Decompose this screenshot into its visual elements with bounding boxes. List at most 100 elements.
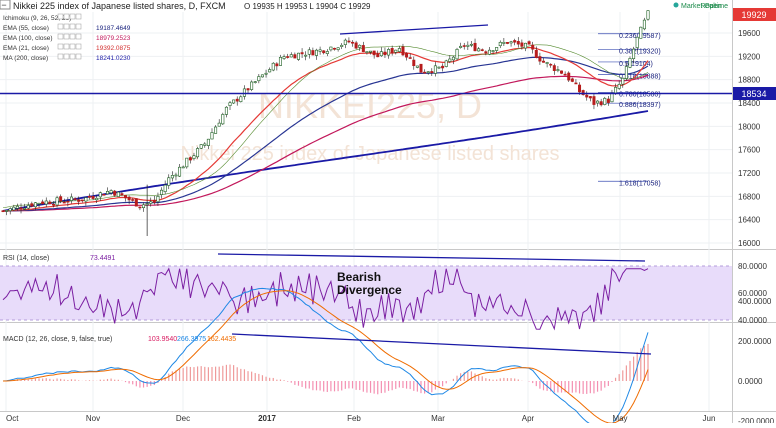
- legend-icon: [69, 33, 76, 40]
- candle-body: [87, 195, 91, 198]
- candle-body: [343, 39, 347, 45]
- candle-body: [624, 66, 628, 79]
- legend-icon: [57, 13, 64, 20]
- candle-body: [26, 205, 30, 209]
- candle-body: [570, 78, 574, 82]
- candle-body: [405, 53, 409, 58]
- candle-body: [23, 208, 27, 210]
- candle-body: [556, 69, 560, 71]
- candle-body: [282, 56, 286, 59]
- candle-body: [340, 44, 344, 47]
- candle-body: [250, 81, 254, 90]
- candle-body: [142, 204, 146, 209]
- candle-body: [206, 138, 210, 146]
- macd-v1: 103.9540: [148, 336, 177, 343]
- hline-label: 18534: [741, 89, 766, 99]
- price-tick-label: 17600: [738, 146, 761, 155]
- hline-tag: 18534: [733, 87, 776, 100]
- candle-body: [505, 42, 509, 44]
- legend-icon: [69, 13, 76, 20]
- candle-body: [329, 46, 333, 51]
- candle-body: [55, 197, 59, 206]
- candle-body: [318, 49, 322, 52]
- legend-icon: [57, 43, 64, 50]
- candle-body: [585, 94, 589, 98]
- legend-icon: [69, 23, 76, 30]
- candle-body: [549, 63, 553, 66]
- macd-line: [2, 287, 649, 428]
- time-tick-label: Feb: [347, 414, 361, 423]
- legend-label: EMA (55, close): [3, 25, 49, 32]
- candle-body: [376, 53, 380, 58]
- rsi-trendline[interactable]: [217, 253, 646, 262]
- time-tick-label: May: [612, 414, 627, 423]
- macd-pane: [0, 323, 732, 411]
- candle-body: [437, 66, 441, 69]
- legend-icon: [75, 33, 82, 40]
- fib-label: 0.5(19104): [619, 61, 653, 68]
- candle-body: [574, 82, 578, 85]
- legend-icon: [75, 53, 82, 60]
- rsi-title: RSI (14, close): [3, 255, 49, 262]
- collapse-toggle[interactable]: [0, 0, 11, 10]
- candle-body: [127, 196, 131, 201]
- legend-icon: [57, 53, 64, 60]
- price-tick-label: 17200: [738, 169, 761, 178]
- candle-body: [581, 90, 585, 96]
- legend-icon: [75, 23, 82, 30]
- candle-body: [12, 206, 16, 211]
- price-axis: 19600 19200 18800 18400 18000 17600 17200 16800…: [738, 29, 761, 248]
- candle-body: [228, 102, 232, 106]
- candle-body: [646, 10, 650, 20]
- candle-body: [563, 73, 567, 76]
- candle-body: [253, 81, 257, 83]
- candle-body: [192, 155, 196, 159]
- candle-body: [77, 199, 81, 202]
- minus-icon: −: [1, 0, 6, 10]
- candle-body: [383, 51, 387, 56]
- price-trendline[interactable]: [339, 24, 489, 35]
- candle-body: [484, 51, 488, 54]
- candle-body: [498, 41, 502, 47]
- legend-value: 19392.0875: [96, 45, 131, 52]
- indicator-legend: Ichimoku (9, 26, 52, 26) EMA (55, close) 1…: [3, 13, 131, 62]
- candle-body: [628, 58, 632, 68]
- time-tick-label: 2017: [258, 414, 276, 423]
- candle-body: [394, 49, 398, 53]
- macd-trendline[interactable]: [231, 333, 652, 355]
- candle-body: [379, 51, 383, 57]
- legend-icon: [57, 23, 64, 30]
- candle-body: [210, 132, 214, 140]
- candle-body: [354, 42, 358, 49]
- candle-body: [444, 60, 448, 67]
- candle-body: [44, 200, 48, 205]
- macd-tick-label: 200.0000: [738, 337, 772, 346]
- candle-body: [113, 190, 117, 196]
- candle-body: [102, 193, 106, 196]
- candle-body: [188, 157, 192, 161]
- candle-body: [415, 65, 419, 68]
- candle-body: [578, 84, 582, 93]
- annotation-divergence: Divergence: [337, 283, 402, 297]
- rsi-line: [2, 267, 649, 331]
- candle-body: [423, 71, 427, 74]
- candles: [1, 10, 650, 236]
- candle-body: [426, 71, 430, 73]
- candle-body: [596, 100, 600, 104]
- legend-icon: [69, 53, 76, 60]
- fib-label: 0.786(18580): [619, 92, 661, 99]
- legend-value: 18979.2523: [96, 35, 131, 42]
- rsi-series: [2, 267, 649, 331]
- candle-body: [235, 98, 239, 102]
- candle-body: [224, 106, 228, 115]
- candle-body: [59, 196, 63, 202]
- ema21-line: [2, 46, 649, 212]
- hline-badge: [733, 87, 776, 100]
- candle-body: [160, 189, 164, 195]
- candle-body: [134, 198, 138, 207]
- candle-body: [336, 47, 340, 50]
- fib-label: 0.382(19320): [619, 48, 661, 55]
- candle-body: [286, 56, 290, 58]
- price-tick-label: 18400: [738, 99, 761, 108]
- candle-body: [369, 50, 373, 53]
